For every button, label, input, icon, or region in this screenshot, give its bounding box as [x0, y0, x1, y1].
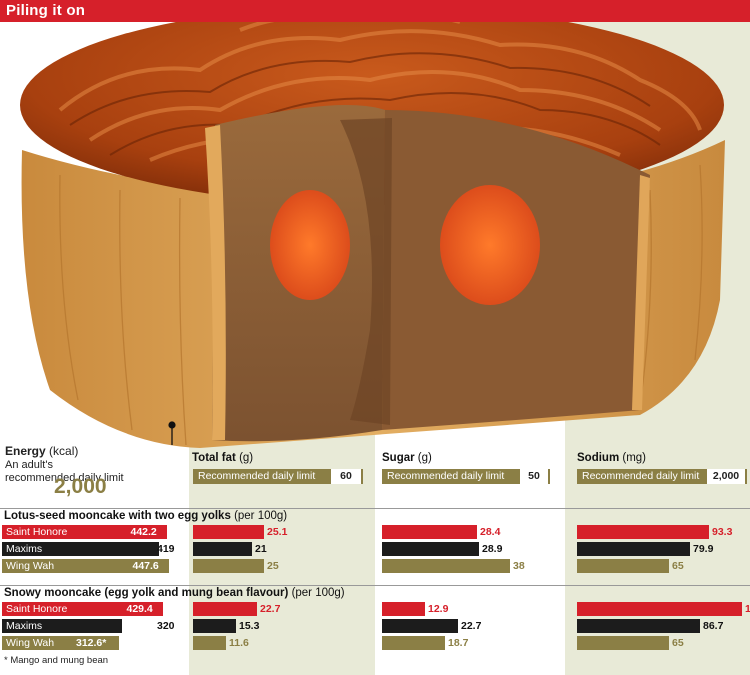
bar-value-label: 442.2: [130, 526, 157, 538]
bar-snowy-0-2: [382, 602, 425, 616]
bar-lotus-2-3: [577, 559, 669, 573]
brand-label: Maxims: [6, 620, 43, 632]
header-bar: Piling it on: [0, 0, 750, 22]
energy-limit: 2,000: [54, 475, 107, 498]
bar-snowy-2-3: [577, 636, 669, 650]
bar-lotus-2-1: [193, 559, 264, 573]
sugar-limit-value: 50: [520, 469, 548, 484]
sugar-limit-box: Recommended daily limit 50: [382, 469, 550, 484]
brand-label: Saint Honore: [6, 526, 68, 538]
energy-title: Energy (kcal): [5, 444, 79, 458]
bar-value-label: 21: [255, 543, 267, 555]
bar-value-label: 312.6*: [76, 637, 107, 649]
bar-snowy-0-0: [2, 602, 163, 616]
bar-value-label: 28.9: [482, 543, 503, 555]
footnote: * Mango and mung bean: [4, 655, 109, 666]
bar-value-label: 79.9: [693, 543, 714, 555]
bar-value-label: 419: [157, 543, 175, 555]
energy-subtitle: An adult's recommended daily limit: [5, 459, 124, 484]
fat-limit-value: 60: [331, 469, 361, 484]
bar-lotus-1-0: [2, 542, 159, 556]
bar-value-label: 65: [672, 560, 684, 572]
bar-value-label: 11.6: [229, 637, 249, 649]
bar-snowy-2-2: [382, 636, 445, 650]
divider-middle: [0, 585, 750, 586]
fat-limit-box: Recommended daily limit 60: [193, 469, 363, 484]
bar-lotus-2-2: [382, 559, 510, 573]
bar-lotus-0-0: [2, 525, 167, 539]
bar-value-label: 15.3: [239, 620, 260, 632]
fat-title: Total fat (g): [192, 452, 254, 464]
bar-snowy-0-3: [577, 602, 742, 616]
sugar-limit-label: Recommended daily limit: [387, 470, 505, 482]
bar-snowy-0-1: [193, 602, 257, 616]
bar-lotus-1-2: [382, 542, 479, 556]
brand-label: Maxims: [6, 543, 43, 555]
section-title-snowy: Snowy mooncake (egg yolk and mung bean f…: [4, 587, 345, 599]
bar-value-label: 116.6: [745, 603, 750, 615]
bar-value-label: 320: [157, 620, 175, 632]
bar-snowy-2-0: [2, 636, 119, 650]
bar-value-label: 22.7: [260, 603, 281, 615]
bar-value-label: 28.4: [480, 526, 501, 538]
bar-snowy-2-1: [193, 636, 226, 650]
bar-snowy-1-1: [193, 619, 236, 633]
sodium-title: Sodium (mg): [577, 452, 647, 464]
bar-value-label: 429.4: [126, 603, 153, 615]
bar-lotus-1-3: [577, 542, 690, 556]
bar-value-label: 447.6: [132, 560, 159, 572]
bar-snowy-1-3: [577, 619, 700, 633]
bar-value-label: 18.7: [448, 637, 469, 649]
bar-value-label: 12.9: [428, 603, 449, 615]
bar-lotus-1-1: [193, 542, 252, 556]
fat-limit-label: Recommended daily limit: [198, 470, 316, 482]
sodium-limit-label: Recommended daily limit: [582, 470, 700, 482]
header-title: Piling it on: [6, 2, 86, 19]
mooncake-illustration: [20, 5, 726, 448]
bar-value-label: 38: [513, 560, 525, 572]
bar-value-label: 65: [672, 637, 684, 649]
bar-lotus-0-1: [193, 525, 264, 539]
bar-lotus-0-3: [577, 525, 709, 539]
bar-value-label: 25: [267, 560, 279, 572]
sugar-title: Sugar (g): [382, 452, 432, 464]
brand-label: Wing Wah: [6, 637, 55, 649]
bar-lotus-2-0: [2, 559, 169, 573]
divider-top: [0, 508, 750, 509]
section-title-lotus: Lotus-seed mooncake with two egg yolks (…: [4, 510, 288, 522]
bar-value-label: 22.7: [461, 620, 482, 632]
bar-snowy-1-2: [382, 619, 458, 633]
brand-label: Saint Honore: [6, 603, 68, 615]
sodium-limit-box: Recommended daily limit 2,000: [577, 469, 747, 484]
brand-label: Wing Wah: [6, 560, 55, 572]
bar-value-label: 86.7: [703, 620, 724, 632]
bar-lotus-0-2: [382, 525, 477, 539]
bar-value-label: 25.1: [267, 526, 288, 538]
bar-value-label: 93.3: [712, 526, 733, 538]
bar-snowy-1-0: [2, 619, 122, 633]
sodium-limit-value: 2,000: [707, 469, 745, 484]
